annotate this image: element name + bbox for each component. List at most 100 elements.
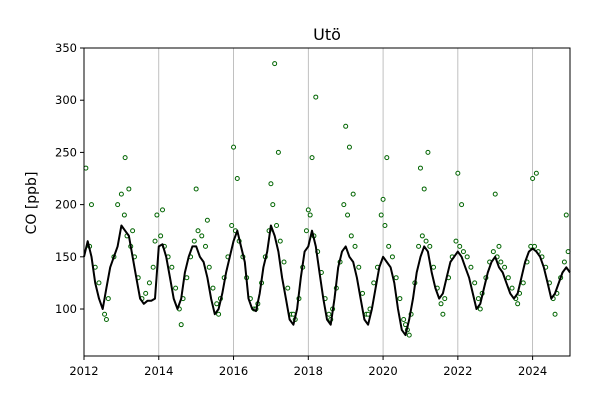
x-tick-label: 2022 bbox=[443, 364, 472, 378]
data-point bbox=[378, 212, 384, 218]
data-point bbox=[421, 186, 427, 192]
data-point bbox=[154, 212, 160, 218]
data-point bbox=[121, 212, 127, 218]
data-point bbox=[498, 259, 504, 265]
data-point bbox=[274, 222, 280, 228]
data-point bbox=[195, 228, 201, 234]
data-point bbox=[199, 233, 205, 239]
data-point bbox=[531, 243, 537, 249]
data-point bbox=[345, 212, 351, 218]
data-point bbox=[270, 202, 276, 208]
data-point bbox=[341, 202, 347, 208]
data-point bbox=[490, 249, 496, 255]
data-point bbox=[178, 322, 184, 328]
data-point bbox=[210, 285, 216, 291]
data-point bbox=[146, 280, 152, 286]
data-point bbox=[502, 264, 508, 270]
data-point bbox=[475, 296, 481, 302]
data-point bbox=[268, 181, 274, 187]
data-point bbox=[520, 280, 526, 286]
data-point bbox=[440, 311, 446, 317]
y-tick-label: 350 bbox=[55, 41, 77, 55]
data-point bbox=[460, 249, 466, 255]
data-point bbox=[160, 207, 166, 213]
data-point bbox=[386, 243, 392, 249]
x-tick-label: 2020 bbox=[368, 364, 397, 378]
data-point bbox=[384, 155, 390, 161]
data-point bbox=[150, 264, 156, 270]
data-point bbox=[423, 238, 429, 244]
data-point bbox=[305, 207, 311, 213]
data-point bbox=[191, 238, 197, 244]
data-point bbox=[118, 191, 124, 197]
chart-title: Utö bbox=[313, 25, 341, 44]
data-point bbox=[431, 264, 437, 270]
data-point bbox=[515, 301, 521, 307]
x-axis-ticks: 2012 2014 2016 2018 2020 2022 2024 bbox=[69, 356, 547, 378]
y-tick-label: 100 bbox=[55, 302, 77, 316]
trend-line bbox=[83, 224, 571, 337]
data-point bbox=[229, 222, 235, 228]
data-point bbox=[360, 290, 366, 296]
data-point bbox=[455, 170, 461, 176]
data-point bbox=[348, 233, 354, 239]
data-point bbox=[88, 202, 94, 208]
y-tick-label: 200 bbox=[55, 198, 77, 212]
x-tick-label: 2016 bbox=[219, 364, 248, 378]
data-point bbox=[371, 280, 377, 286]
data-point bbox=[143, 290, 149, 296]
data-point bbox=[438, 301, 444, 307]
data-point bbox=[552, 311, 558, 317]
y-tick-label: 300 bbox=[55, 93, 77, 107]
grid-lines bbox=[158, 48, 534, 356]
x-tick-label: 2012 bbox=[69, 364, 98, 378]
data-point bbox=[115, 202, 121, 208]
data-point bbox=[277, 238, 283, 244]
data-point bbox=[425, 149, 431, 155]
data-point bbox=[193, 186, 199, 192]
data-point bbox=[231, 144, 237, 150]
data-point bbox=[468, 264, 474, 270]
data-point bbox=[472, 280, 478, 286]
data-point bbox=[346, 144, 352, 150]
plot-frame bbox=[83, 47, 571, 357]
data-point bbox=[533, 170, 539, 176]
data-point bbox=[272, 61, 278, 67]
y-axis-ticks: 100 150 200 250 300 350 bbox=[55, 41, 84, 316]
y-tick-label: 150 bbox=[55, 250, 77, 264]
data-point bbox=[453, 238, 459, 244]
data-point bbox=[457, 243, 463, 249]
data-point bbox=[442, 296, 448, 302]
data-point bbox=[397, 296, 403, 302]
data-point bbox=[352, 243, 358, 249]
data-point bbox=[275, 149, 281, 155]
data-point bbox=[216, 311, 222, 317]
data-point bbox=[214, 301, 220, 307]
y-axis-label: CO [ppb] bbox=[24, 172, 40, 235]
data-point bbox=[122, 155, 128, 161]
data-point bbox=[105, 296, 111, 302]
data-point bbox=[326, 311, 332, 317]
data-point bbox=[126, 186, 132, 192]
data-point bbox=[505, 275, 511, 281]
data-point bbox=[419, 233, 425, 239]
data-point bbox=[401, 316, 407, 322]
data-point bbox=[152, 238, 158, 244]
data-point bbox=[103, 316, 109, 322]
x-tick-label: 2018 bbox=[294, 364, 323, 378]
data-point bbox=[303, 228, 309, 234]
y-tick-label: 250 bbox=[55, 145, 77, 159]
data-point bbox=[416, 243, 422, 249]
data-point bbox=[427, 243, 433, 249]
data-point bbox=[158, 233, 164, 239]
data-point bbox=[406, 332, 412, 338]
trend-line-group bbox=[83, 224, 571, 337]
data-point bbox=[102, 311, 108, 317]
data-point bbox=[343, 123, 349, 129]
data-point bbox=[169, 264, 175, 270]
data-point bbox=[382, 222, 388, 228]
data-point bbox=[285, 285, 291, 291]
data-point bbox=[492, 191, 498, 197]
